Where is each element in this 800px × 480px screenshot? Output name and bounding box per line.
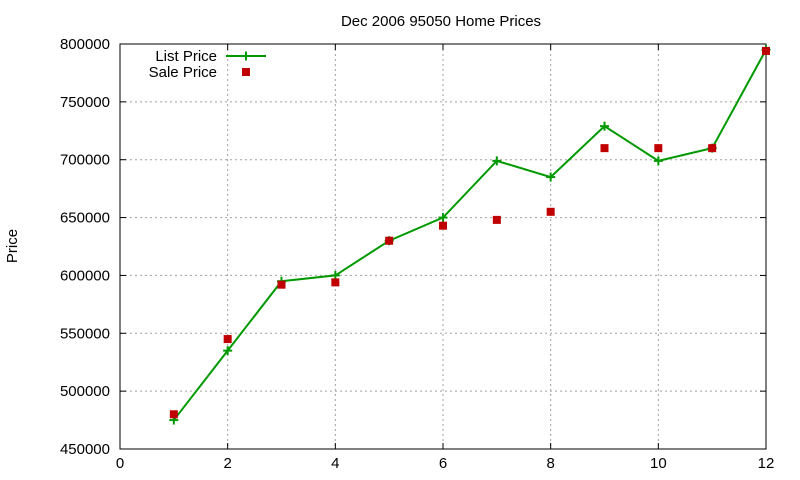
x-tick-label: 2: [223, 455, 231, 472]
sale-price-point: [223, 335, 232, 344]
x-tick-label: 4: [331, 455, 339, 472]
sale-price-point: [654, 144, 663, 153]
sale-price-point: [708, 144, 717, 153]
list-price-point: [223, 346, 233, 356]
x-tick-label: 0: [116, 455, 124, 472]
sale-price-point: [762, 46, 770, 55]
sale-price-point: [492, 215, 501, 224]
list-price-point: [546, 172, 556, 182]
y-tick-label: 750000: [60, 94, 110, 111]
y-axis-label: Price: [4, 229, 21, 263]
grid: [120, 44, 766, 449]
y-tick-label: 550000: [60, 325, 110, 342]
y-tick-label: 800000: [60, 36, 110, 53]
legend-label-sale-price: Sale Price: [149, 64, 217, 81]
sale-price-point: [385, 236, 394, 245]
axes: 0 2 4 6 8 10 12 450000 500000 550000 600000 650000 7…: [60, 36, 774, 472]
sale-price-point: [277, 280, 286, 289]
series-sale-price: [169, 46, 770, 419]
x-tick-label: 10: [650, 455, 667, 472]
list-price-line: [173, 49, 767, 421]
list-price-point: [492, 156, 502, 166]
x-tick-label: 8: [546, 455, 554, 472]
y-tick-label: 700000: [60, 152, 110, 169]
legend-label-list-price: List Price: [155, 48, 217, 65]
legend-swatch-marker-sale-price: [242, 68, 250, 76]
sale-price-point: [169, 410, 178, 419]
chart-title: Dec 2006 95050 Home Prices: [341, 13, 541, 30]
x-tick-label: 12: [758, 455, 775, 472]
legend-swatch-marker-list-price: [241, 51, 251, 61]
sale-price-point: [546, 207, 555, 216]
list-price-point: [600, 121, 609, 131]
sale-price-point: [439, 221, 447, 230]
y-tick-label: 650000: [60, 210, 110, 227]
x-tick-label: 6: [439, 455, 447, 472]
sale-price-point: [331, 278, 340, 287]
y-tick-label: 600000: [60, 267, 110, 284]
y-tick-label: 450000: [60, 441, 110, 458]
sale-price-point: [600, 144, 609, 153]
list-price-point: [653, 156, 663, 166]
list-price-point: [438, 213, 448, 223]
y-tick-label: 500000: [60, 383, 110, 400]
plot-area: [169, 45, 771, 425]
